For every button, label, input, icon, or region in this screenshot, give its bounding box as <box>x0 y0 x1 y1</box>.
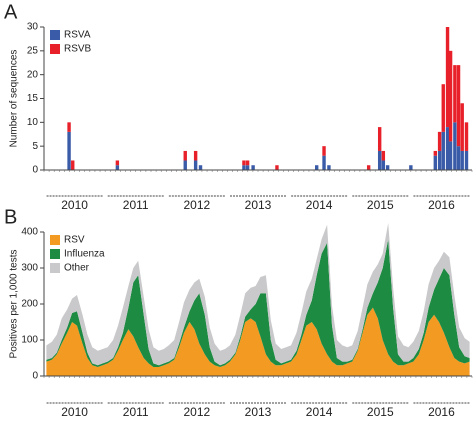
y-axis-label: Positives per 1,000 tests <box>9 250 20 359</box>
bar-segment <box>464 150 469 170</box>
bar-segment <box>242 165 246 170</box>
bar-segment <box>448 141 453 170</box>
area <box>46 223 470 366</box>
bar-segment <box>381 160 386 170</box>
x-tick-label: 2013 <box>245 198 272 212</box>
panel-label: A <box>4 1 18 23</box>
bar-segment <box>460 150 464 170</box>
x-tick-label: 2016 <box>428 405 455 419</box>
bar-segment <box>366 165 371 170</box>
panel-label: B <box>4 206 17 228</box>
bar-segment <box>183 150 187 161</box>
bar-segment <box>448 50 453 142</box>
legend-swatch <box>50 44 60 54</box>
bar-segment <box>460 103 464 151</box>
x-tick-label: 2013 <box>245 405 272 419</box>
area <box>46 239 470 367</box>
bar-segment <box>377 150 382 170</box>
y-tick-label: 5 <box>32 141 38 152</box>
legend-label: RSV <box>64 235 85 246</box>
y-tick-label: 300 <box>21 263 38 274</box>
x-tick-label: 2010 <box>61 198 88 212</box>
bar-segment <box>245 165 250 170</box>
legend-swatch <box>50 249 60 259</box>
x-tick-label: 2011 <box>123 405 149 419</box>
bar-segment <box>433 150 438 156</box>
legend-label: RSVB <box>64 44 92 55</box>
bar-segment <box>441 131 445 170</box>
bar-segment <box>453 122 457 170</box>
bar-segment <box>275 165 279 170</box>
bar-segment <box>67 122 71 132</box>
bar-segment <box>381 150 386 161</box>
legend-label: RSVA <box>64 30 91 41</box>
x-tick-label: 2012 <box>184 198 211 212</box>
x-tick-label: 2015 <box>367 405 394 419</box>
x-tick-label: 2010 <box>61 405 88 419</box>
y-tick-label: 200 <box>21 299 38 310</box>
bar-segment <box>385 165 390 170</box>
x-tick-label: 2012 <box>184 405 211 419</box>
legend-label: Other <box>64 263 90 274</box>
legend-label: Influenza <box>64 249 105 260</box>
bar-segment <box>327 165 331 170</box>
bar-segment <box>251 165 255 170</box>
y-tick-label: 30 <box>27 22 39 33</box>
bar-segment <box>433 155 438 170</box>
legend-swatch <box>50 263 60 273</box>
bar-segment <box>441 84 445 132</box>
bar-segment <box>115 160 120 166</box>
bar-segment <box>193 160 198 170</box>
bar-segment <box>456 65 461 147</box>
y-tick-label: 15 <box>27 93 39 104</box>
area <box>46 307 470 376</box>
bar-segment <box>115 165 120 170</box>
x-tick-label: 2016 <box>428 198 455 212</box>
y-tick-label: 0 <box>32 165 38 176</box>
bar-segment <box>242 160 246 166</box>
y-tick-label: 400 <box>21 227 38 238</box>
y-tick-label: 10 <box>27 117 39 128</box>
bar-segment <box>456 146 461 170</box>
bar-segment <box>193 150 198 161</box>
x-tick-label: 2015 <box>367 198 394 212</box>
y-tick-label: 0 <box>32 371 38 382</box>
bar-segment <box>183 160 187 170</box>
bar-segment <box>445 27 450 128</box>
bar-segment <box>314 165 319 170</box>
bar-segment <box>437 131 442 151</box>
bar-segment <box>198 165 203 170</box>
bar-segment <box>453 65 457 123</box>
bar-segment <box>377 127 382 151</box>
x-tick-label: 2011 <box>123 198 149 212</box>
bar-segment <box>245 160 250 166</box>
bar-segment <box>67 131 71 170</box>
y-tick-label: 25 <box>27 45 39 56</box>
legend-swatch <box>50 235 60 245</box>
bar-segment <box>322 146 326 156</box>
bar-segment <box>322 155 326 170</box>
y-axis-label: Number of sequences <box>9 50 20 148</box>
x-tick-label: 2014 <box>306 405 333 419</box>
x-tick-label: 2014 <box>306 198 333 212</box>
bar-segment <box>437 150 442 170</box>
bar-segment <box>409 165 413 170</box>
bar-segment <box>464 122 469 151</box>
y-tick-label: 100 <box>21 335 38 346</box>
bar-segment <box>445 127 450 170</box>
bar-segment <box>71 160 75 170</box>
y-tick-label: 20 <box>27 69 39 80</box>
legend-swatch <box>50 30 60 40</box>
